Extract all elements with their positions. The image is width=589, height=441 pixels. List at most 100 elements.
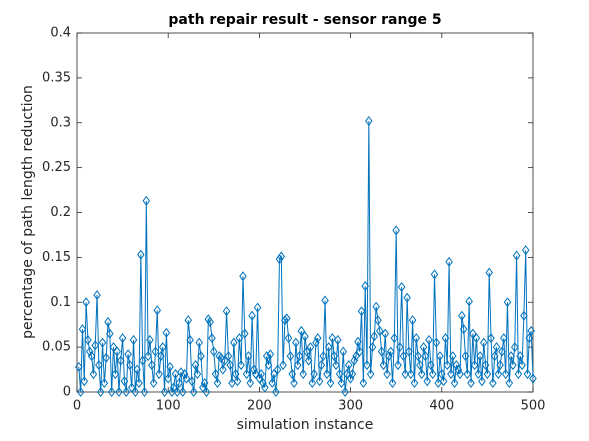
marker	[337, 377, 346, 389]
marker	[355, 346, 364, 357]
marker	[91, 340, 100, 351]
marker	[200, 377, 209, 389]
marker	[96, 386, 105, 398]
marker	[512, 250, 521, 261]
marker	[521, 245, 530, 256]
marker	[454, 364, 462, 375]
marker	[250, 364, 258, 375]
marker	[452, 360, 461, 371]
marker	[259, 377, 267, 389]
marker	[326, 377, 335, 389]
marker	[268, 377, 276, 389]
marker	[211, 369, 220, 380]
marker	[281, 315, 289, 326]
y-tick-label: 0.25	[42, 160, 71, 175]
marker	[295, 351, 304, 362]
marker	[120, 376, 129, 387]
marker	[124, 349, 132, 360]
x-tick-label: 400	[429, 399, 454, 414]
marker	[157, 351, 165, 362]
y-axis-label: percentage of path length reduction	[20, 85, 36, 339]
marker	[366, 369, 375, 380]
marker	[441, 333, 450, 344]
marker	[142, 195, 151, 206]
marker	[290, 377, 298, 389]
marker	[321, 295, 329, 306]
marker	[126, 360, 134, 371]
marker	[410, 377, 419, 389]
marker	[231, 369, 240, 380]
marker	[332, 360, 340, 371]
marker	[354, 336, 362, 347]
marker	[237, 360, 245, 371]
marker	[153, 305, 162, 316]
marker	[129, 334, 138, 345]
marker	[438, 369, 446, 380]
marker	[313, 333, 322, 344]
marker	[317, 360, 326, 371]
marker	[372, 301, 380, 312]
marker	[160, 386, 169, 398]
marker	[496, 360, 504, 371]
data-line	[78, 120, 534, 393]
x-tick-label: 500	[521, 399, 546, 414]
marker	[345, 360, 353, 371]
marker	[439, 376, 448, 387]
marker	[408, 315, 417, 326]
marker	[137, 249, 145, 260]
marker	[467, 377, 475, 389]
marker	[144, 351, 152, 362]
marker	[273, 364, 282, 375]
marker	[175, 377, 183, 389]
marker	[394, 360, 402, 371]
marker	[182, 373, 191, 384]
marker	[492, 342, 501, 353]
marker	[458, 310, 466, 321]
marker	[476, 351, 484, 362]
marker	[489, 377, 497, 389]
marker	[399, 351, 408, 362]
marker	[396, 342, 404, 353]
marker	[180, 369, 189, 380]
marker	[75, 361, 83, 372]
marker	[518, 360, 526, 371]
marker	[421, 351, 430, 362]
marker	[361, 281, 369, 292]
marker	[169, 382, 178, 393]
marker	[288, 369, 297, 380]
marker	[275, 254, 284, 265]
marker	[286, 351, 295, 362]
marker	[226, 360, 234, 371]
marker	[179, 386, 187, 398]
marker	[193, 369, 202, 380]
marker	[235, 333, 244, 344]
marker	[197, 351, 205, 362]
marker	[293, 360, 302, 371]
marker	[474, 369, 483, 380]
marker	[485, 267, 493, 278]
marker	[251, 369, 260, 380]
x-tick-label: 300	[338, 399, 363, 414]
marker	[264, 360, 273, 371]
marker	[459, 324, 468, 335]
marker	[104, 316, 112, 328]
marker	[284, 333, 293, 344]
marker	[315, 376, 324, 387]
marker	[230, 337, 238, 348]
marker	[242, 369, 251, 380]
marker	[507, 351, 515, 362]
marker	[233, 376, 242, 387]
marker	[98, 337, 107, 348]
marker	[109, 342, 118, 353]
marker	[308, 377, 317, 389]
marker	[282, 313, 291, 324]
marker	[127, 382, 136, 393]
marker	[407, 369, 415, 380]
marker	[425, 334, 433, 345]
marker	[148, 360, 156, 371]
marker	[257, 369, 265, 380]
marker	[122, 386, 131, 398]
marker	[461, 351, 470, 362]
marker	[335, 369, 344, 380]
marker	[208, 333, 216, 344]
